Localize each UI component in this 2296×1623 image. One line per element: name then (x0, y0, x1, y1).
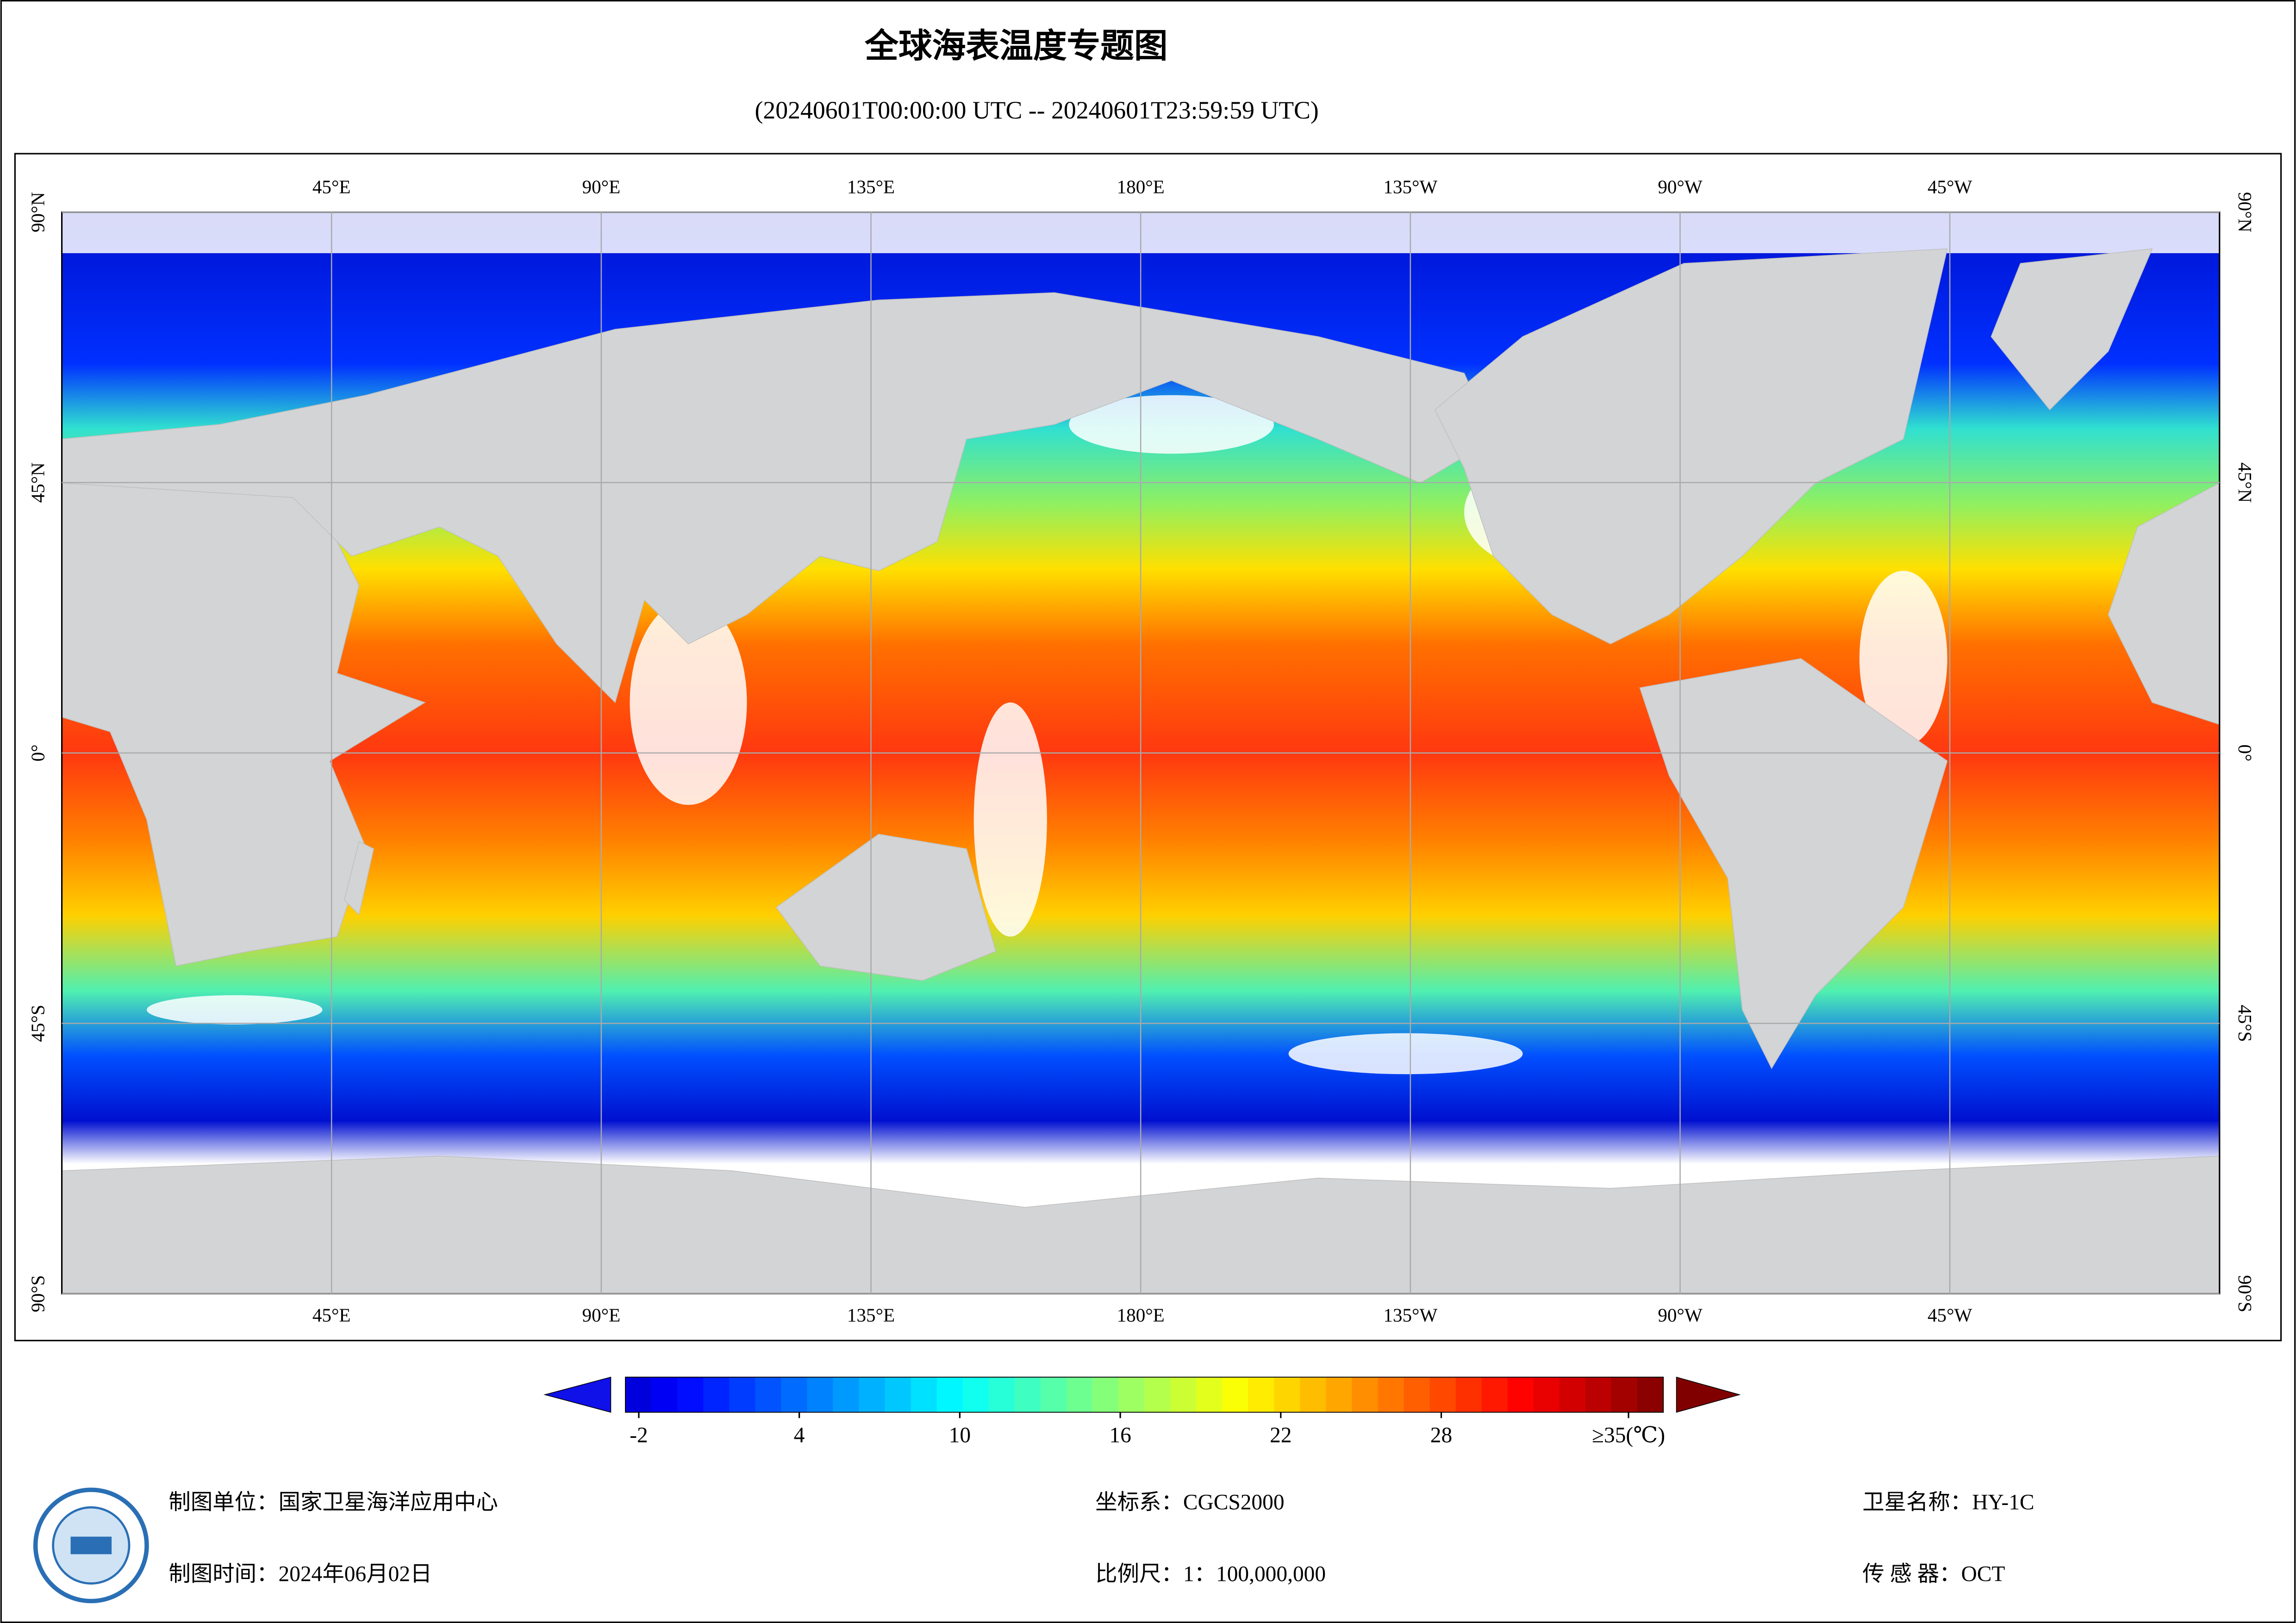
colorbar-swatch (1429, 1377, 1456, 1412)
colorbar-tick-label: 10 (949, 1423, 971, 1447)
map-unit: 制图单位：国家卫星海洋应用中心 (168, 1491, 498, 1515)
colorbar-swatch (1637, 1377, 1664, 1412)
colorbar-swatch (755, 1377, 782, 1412)
lon-label-top: 180°E (1117, 176, 1165, 197)
colorbar-tick-label: 16 (1109, 1423, 1131, 1447)
colorbar-swatch (781, 1377, 808, 1412)
lat-label-left: 0° (27, 745, 49, 762)
colorbar-swatch (1352, 1377, 1379, 1412)
colorbar-swatch (1481, 1377, 1508, 1412)
colorbar-swatch (885, 1377, 911, 1412)
colorbar-high-arrow (1676, 1376, 1741, 1413)
lat-label-left: 45°N (27, 462, 49, 503)
colorbar-swatch (1274, 1377, 1301, 1412)
colorbar-swatch (1455, 1377, 1482, 1412)
colorbar-swatch (1404, 1377, 1430, 1412)
colorbar-swatch (962, 1377, 989, 1412)
colorbar-swatch (1144, 1377, 1171, 1412)
lon-label-bottom: 90°W (1658, 1305, 1703, 1326)
colorbar-swatch (1066, 1377, 1093, 1412)
colorbar-tick-label: 22 (1270, 1423, 1292, 1447)
colorbar-swatch (859, 1377, 886, 1412)
colorbar: -2 4 10 16 22 28 ≥35(℃) (543, 1376, 1741, 1447)
colorbar-tick-label: ≥35(℃) (1592, 1423, 1665, 1447)
colorbar-swatch (1222, 1377, 1249, 1412)
lat-label-right: 90°N (2234, 192, 2256, 232)
lat-label-left: 90°S (27, 1275, 49, 1312)
colorbar-swatch (833, 1377, 860, 1412)
lon-label-top: 90°W (1658, 176, 1703, 197)
colorbar-swatch (807, 1377, 834, 1412)
lon-label-top: 135°W (1383, 176, 1437, 197)
colorbar-swatch (1378, 1377, 1404, 1412)
colorbar-swatch (1014, 1377, 1041, 1412)
sensor: 传 感 器：OCT (1862, 1562, 2005, 1586)
colorbar-swatch (1248, 1377, 1275, 1412)
colorbar-swatch (1533, 1377, 1560, 1412)
graticule: 45°E 45°E 90°E 90°E 135°E 135°E 180°E 180°E 135°… (27, 176, 2256, 1325)
logo (33, 1487, 149, 1604)
colorbar-swatch (1196, 1377, 1223, 1412)
colorbar-swatch (1040, 1377, 1067, 1412)
colorbar-swatch (625, 1377, 652, 1412)
colorbar-swatch (1611, 1377, 1638, 1412)
lon-label-bottom: 135°E (847, 1305, 895, 1326)
colorbar-swatch (988, 1377, 1015, 1412)
lat-label-right: 45°N (2234, 462, 2256, 503)
lon-label-top: 90°E (582, 176, 621, 197)
lon-label-bottom: 90°E (582, 1305, 621, 1326)
title: 全球海表温度专题图 (864, 27, 1167, 65)
lat-label-right: 45°S (2234, 1005, 2256, 1042)
colorbar-swatch (729, 1377, 756, 1412)
crs: 坐标系：CGCS2000 (1095, 1491, 1284, 1515)
colorbar-swatch (1170, 1377, 1197, 1412)
map-frame (14, 153, 2282, 1342)
lon-label-bottom: 180°E (1117, 1305, 1165, 1326)
lon-label-bottom: 135°W (1383, 1305, 1437, 1326)
lat-label-left: 45°S (27, 1005, 49, 1042)
lat-label-right: 90°S (2234, 1275, 2256, 1312)
lon-label-bottom: 45°W (1928, 1305, 1972, 1326)
colorbar-swatch (1092, 1377, 1119, 1412)
satellite: 卫星名称：HY-1C (1862, 1491, 2034, 1515)
colorbar-swatch (936, 1377, 963, 1412)
lon-label-bottom: 45°E (312, 1305, 351, 1326)
colorbar-border (625, 1376, 1664, 1413)
colorbar-swatch (911, 1377, 937, 1412)
map-date: 制图时间：2024年06月02日 (168, 1562, 432, 1586)
colorbar-swatch (1326, 1377, 1353, 1412)
lon-label-top: 45°W (1928, 176, 1972, 197)
colorbar-swatch (677, 1377, 704, 1412)
map-scale: 比例尺：1：100,000,000 (1095, 1562, 1326, 1586)
colorbar-swatch (1118, 1377, 1145, 1412)
lon-label-top: 135°E (847, 176, 895, 197)
colorbar-swatch (651, 1377, 678, 1412)
colorbar-swatch (1300, 1377, 1327, 1412)
colorbar-tick-label: 4 (794, 1423, 805, 1447)
colorbar-swatch (1585, 1377, 1612, 1412)
lat-label-left: 90°N (27, 192, 49, 232)
colorbar-swatch (1507, 1377, 1534, 1412)
lon-label-top: 45°E (312, 176, 351, 197)
lat-label-right: 0° (2234, 745, 2256, 762)
colorbar-low-arrow (543, 1376, 611, 1413)
colorbar-tick-label: 28 (1430, 1423, 1452, 1447)
colorbar-swatch (703, 1377, 730, 1412)
colorbar-swatch (1559, 1377, 1586, 1412)
subtitle: (20240601T00:00:00 UTC -- 20240601T23:59… (755, 96, 1319, 124)
colorbar-tick-label: -2 (630, 1423, 648, 1447)
